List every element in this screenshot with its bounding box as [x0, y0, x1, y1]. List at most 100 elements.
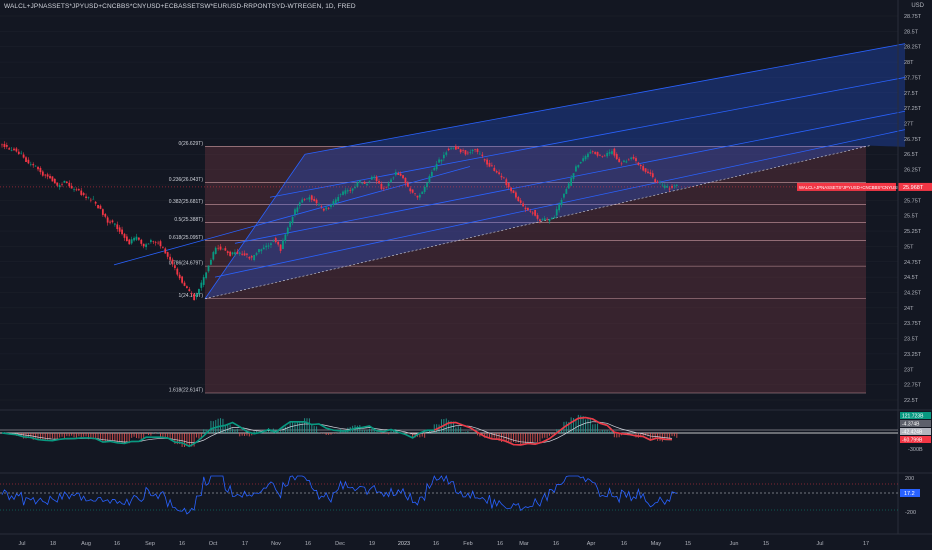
candle-body[interactable] — [250, 256, 253, 258]
candle-body[interactable] — [289, 221, 292, 228]
candle-body[interactable] — [246, 253, 248, 255]
candle-body[interactable] — [85, 196, 87, 198]
candle-body[interactable] — [596, 151, 599, 156]
candle-body[interactable] — [630, 157, 633, 159]
candle-body[interactable] — [34, 165, 37, 167]
candle-body[interactable] — [222, 248, 224, 250]
candle-body[interactable] — [534, 209, 537, 216]
candle-body[interactable] — [97, 204, 99, 209]
candle-body[interactable] — [539, 219, 541, 221]
pitchfork-line[interactable] — [234, 110, 906, 244]
candle-body[interactable] — [582, 158, 585, 162]
candle-body[interactable] — [416, 195, 419, 198]
candle-body[interactable] — [186, 286, 188, 288]
pitchfork-fill[interactable] — [205, 43, 905, 299]
candle-body[interactable] — [174, 265, 176, 268]
candle-body[interactable] — [385, 186, 388, 188]
candle-body[interactable] — [241, 253, 244, 255]
candle-body[interactable] — [39, 168, 42, 173]
candle-body[interactable] — [620, 163, 623, 165]
candle-body[interactable] — [349, 190, 352, 191]
candle-body[interactable] — [591, 151, 594, 152]
candle-body[interactable] — [380, 183, 383, 189]
candle-body[interactable] — [106, 217, 109, 223]
candle-body[interactable] — [406, 182, 409, 187]
candle-body[interactable] — [188, 289, 191, 292]
candle-body[interactable] — [474, 149, 476, 150]
candle-body[interactable] — [668, 188, 671, 190]
candle-body[interactable] — [392, 177, 395, 179]
candle-body[interactable] — [426, 182, 428, 187]
candle-body[interactable] — [500, 175, 503, 178]
candle-body[interactable] — [517, 196, 520, 202]
candle-body[interactable] — [315, 199, 318, 204]
candle-body[interactable] — [457, 147, 460, 149]
candle-body[interactable] — [137, 237, 140, 240]
candle-body[interactable] — [358, 180, 361, 183]
candle-body[interactable] — [421, 191, 424, 194]
candle-body[interactable] — [169, 256, 172, 260]
candle-body[interactable] — [469, 151, 472, 153]
candle-body[interactable] — [661, 184, 664, 186]
candle-body[interactable] — [320, 206, 323, 207]
candle-body[interactable] — [306, 198, 308, 200]
candle-body[interactable] — [481, 154, 484, 156]
candle-body[interactable] — [565, 189, 568, 194]
candle-body[interactable] — [322, 208, 325, 211]
candle-body[interactable] — [606, 153, 609, 157]
candle-body[interactable] — [531, 212, 534, 214]
candle-body[interactable] — [675, 184, 678, 186]
candle-body[interactable] — [579, 161, 582, 164]
candle-body[interactable] — [442, 154, 445, 159]
candle-body[interactable] — [342, 191, 344, 195]
candle-body[interactable] — [327, 207, 330, 209]
candle-body[interactable] — [584, 156, 587, 160]
candle-body[interactable] — [3, 144, 6, 147]
candle-body[interactable] — [193, 293, 196, 301]
candle-body[interactable] — [548, 219, 551, 222]
candle-body[interactable] — [183, 282, 186, 286]
candle-body[interactable] — [121, 229, 123, 235]
candle-body[interactable] — [642, 166, 645, 171]
candle-body[interactable] — [171, 259, 174, 265]
trendline-dotted[interactable] — [204, 145, 871, 300]
candle-body[interactable] — [318, 204, 320, 206]
candle-body[interactable] — [363, 181, 366, 184]
candle-body[interactable] — [94, 201, 97, 204]
candle-body[interactable] — [663, 185, 666, 188]
candle-body[interactable] — [567, 183, 570, 189]
candle-body[interactable] — [524, 207, 527, 210]
candle-body[interactable] — [553, 216, 556, 219]
candle-body[interactable] — [61, 184, 63, 185]
candle-body[interactable] — [625, 161, 628, 163]
candle-body[interactable] — [356, 182, 359, 187]
candle-body[interactable] — [125, 236, 128, 242]
candle-body[interactable] — [49, 175, 51, 179]
candle-body[interactable] — [238, 252, 241, 254]
candle-body[interactable] — [265, 245, 268, 248]
candle-body[interactable] — [262, 247, 265, 250]
candle-body[interactable] — [637, 162, 640, 165]
candle-body[interactable] — [159, 241, 162, 247]
candle-body[interactable] — [428, 176, 431, 183]
candle-body[interactable] — [483, 159, 486, 161]
candle-body[interactable] — [195, 293, 198, 297]
candle-body[interactable] — [73, 189, 75, 191]
candle-body[interactable] — [152, 241, 155, 243]
candle-body[interactable] — [344, 190, 347, 194]
candle-body[interactable] — [366, 183, 368, 186]
candle-body[interactable] — [130, 239, 133, 244]
macd-signal-line[interactable] — [1, 421, 673, 444]
candle-body[interactable] — [296, 207, 299, 212]
candle-body[interactable] — [608, 152, 611, 154]
candle-body[interactable] — [440, 159, 443, 162]
candle-body[interactable] — [603, 155, 606, 157]
candle-body[interactable] — [274, 238, 277, 243]
candle-body[interactable] — [313, 198, 316, 202]
candle-body[interactable] — [291, 216, 294, 223]
candle-body[interactable] — [272, 241, 275, 242]
candle-body[interactable] — [277, 241, 280, 245]
candle-body[interactable] — [397, 173, 400, 175]
candle-body[interactable] — [430, 171, 433, 177]
